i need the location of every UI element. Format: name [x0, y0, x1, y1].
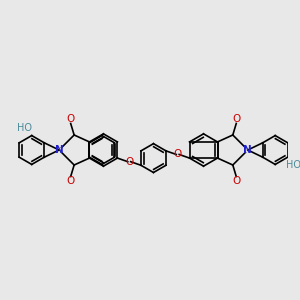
- Text: O: O: [232, 176, 240, 186]
- Text: O: O: [67, 114, 75, 124]
- Text: O: O: [174, 149, 182, 160]
- Text: O: O: [67, 176, 75, 186]
- Text: O: O: [125, 157, 133, 167]
- Text: N: N: [55, 145, 64, 155]
- Text: O: O: [232, 114, 240, 124]
- Text: HO: HO: [286, 160, 300, 170]
- Text: N: N: [243, 145, 252, 155]
- Text: HO: HO: [17, 123, 32, 134]
